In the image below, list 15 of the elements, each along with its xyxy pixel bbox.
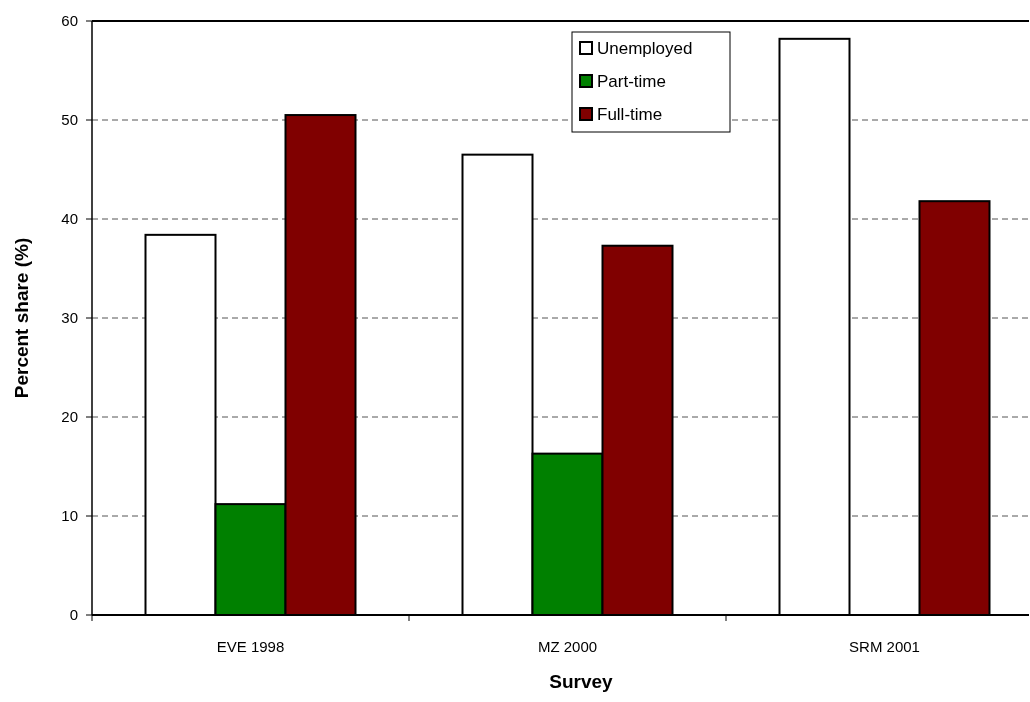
y-tick-label: 50 (61, 111, 78, 129)
y-tick-label: 10 (61, 507, 78, 525)
legend-label: Part-time (597, 71, 666, 91)
x-tick-label: MZ 2000 (537, 638, 598, 655)
y-tick-label: 20 (61, 408, 78, 426)
y-axis-title: Percent share (%) (11, 237, 32, 399)
y-tick-label: 0 (69, 606, 78, 624)
legend-label: Full-time (597, 104, 663, 124)
x-tick-label: EVE 1998 (216, 638, 285, 655)
y-tick-label: 30 (61, 309, 78, 327)
x-tick-label: SRM 2001 (849, 638, 920, 655)
x-axis-title: Survey (549, 671, 614, 692)
y-tick-label: 60 (61, 12, 78, 30)
y-tick-label: 40 (61, 210, 78, 228)
legend-label: Unemployed (597, 38, 693, 58)
